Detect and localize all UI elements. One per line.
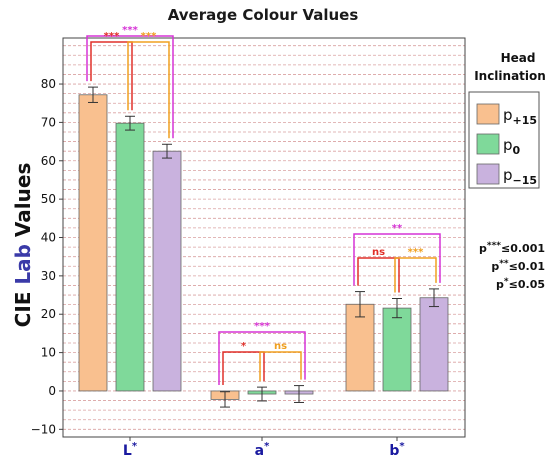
bar [115, 122, 145, 392]
y-tick-label: 50 [41, 192, 56, 206]
x-category-label: a* [255, 441, 270, 459]
significance-bracket [353, 233, 441, 286]
p-value-notes: p***≤0.001 p**≤0.01 p*≤0.05 [479, 241, 545, 291]
y-tick-label: 40 [41, 231, 56, 245]
y-tick-label: 20 [41, 307, 56, 321]
p-value-note: p***≤0.001 [479, 241, 545, 255]
y-tick-label: 10 [41, 346, 56, 360]
p-value-note: p**≤0.01 [491, 259, 545, 273]
y-tick-label: 70 [41, 115, 56, 129]
legend-label: p−15 [503, 166, 537, 187]
y-tick-label: 80 [41, 77, 56, 91]
bar [345, 303, 375, 392]
y-axis-label: CIE Lab Values [11, 163, 35, 328]
legend-swatch [476, 163, 500, 185]
significance-label: *** [122, 25, 138, 36]
y-tick-label: 30 [41, 269, 56, 283]
significance-label: ns [372, 247, 385, 258]
significance-bracket [222, 351, 265, 385]
legend-swatch [476, 133, 500, 155]
significance-bracket [394, 257, 437, 293]
bar [419, 297, 449, 392]
legend-title-line1: Head [501, 51, 536, 65]
significance-bracket [357, 257, 400, 293]
legend-title-line2: Inclination [474, 69, 546, 83]
chart-title: Average Colour Values [168, 6, 359, 24]
x-category-label: L* [123, 441, 138, 459]
significance-label: ns [274, 341, 287, 352]
significance-label: *** [254, 321, 270, 332]
significance-bracket [127, 41, 170, 139]
significance-brackets: ****** ******* ns**ns *** [86, 25, 441, 385]
y-tick-label: −10 [31, 422, 56, 436]
bar [78, 94, 108, 392]
axes: −10 0 10 20 30 40 50 60 70 80 L* a* b* [31, 37, 466, 459]
bars [78, 86, 449, 408]
significance-label: *** [104, 31, 120, 42]
y-tick-label: 60 [41, 154, 56, 168]
bar [152, 150, 182, 392]
legend-swatch [476, 103, 500, 125]
bar [382, 307, 412, 392]
y-tick-label: 0 [48, 384, 56, 398]
significance-label: *** [141, 31, 157, 42]
significance-label: ** [392, 223, 403, 234]
significance-bracket [259, 351, 302, 382]
significance-label: *** [408, 247, 424, 258]
x-category-label: b* [389, 441, 405, 459]
significance-bracket [86, 35, 174, 139]
significance-label: * [241, 341, 247, 352]
significance-bracket [218, 331, 306, 385]
p-value-note: p*≤0.05 [496, 277, 545, 291]
significance-bracket [90, 41, 133, 111]
